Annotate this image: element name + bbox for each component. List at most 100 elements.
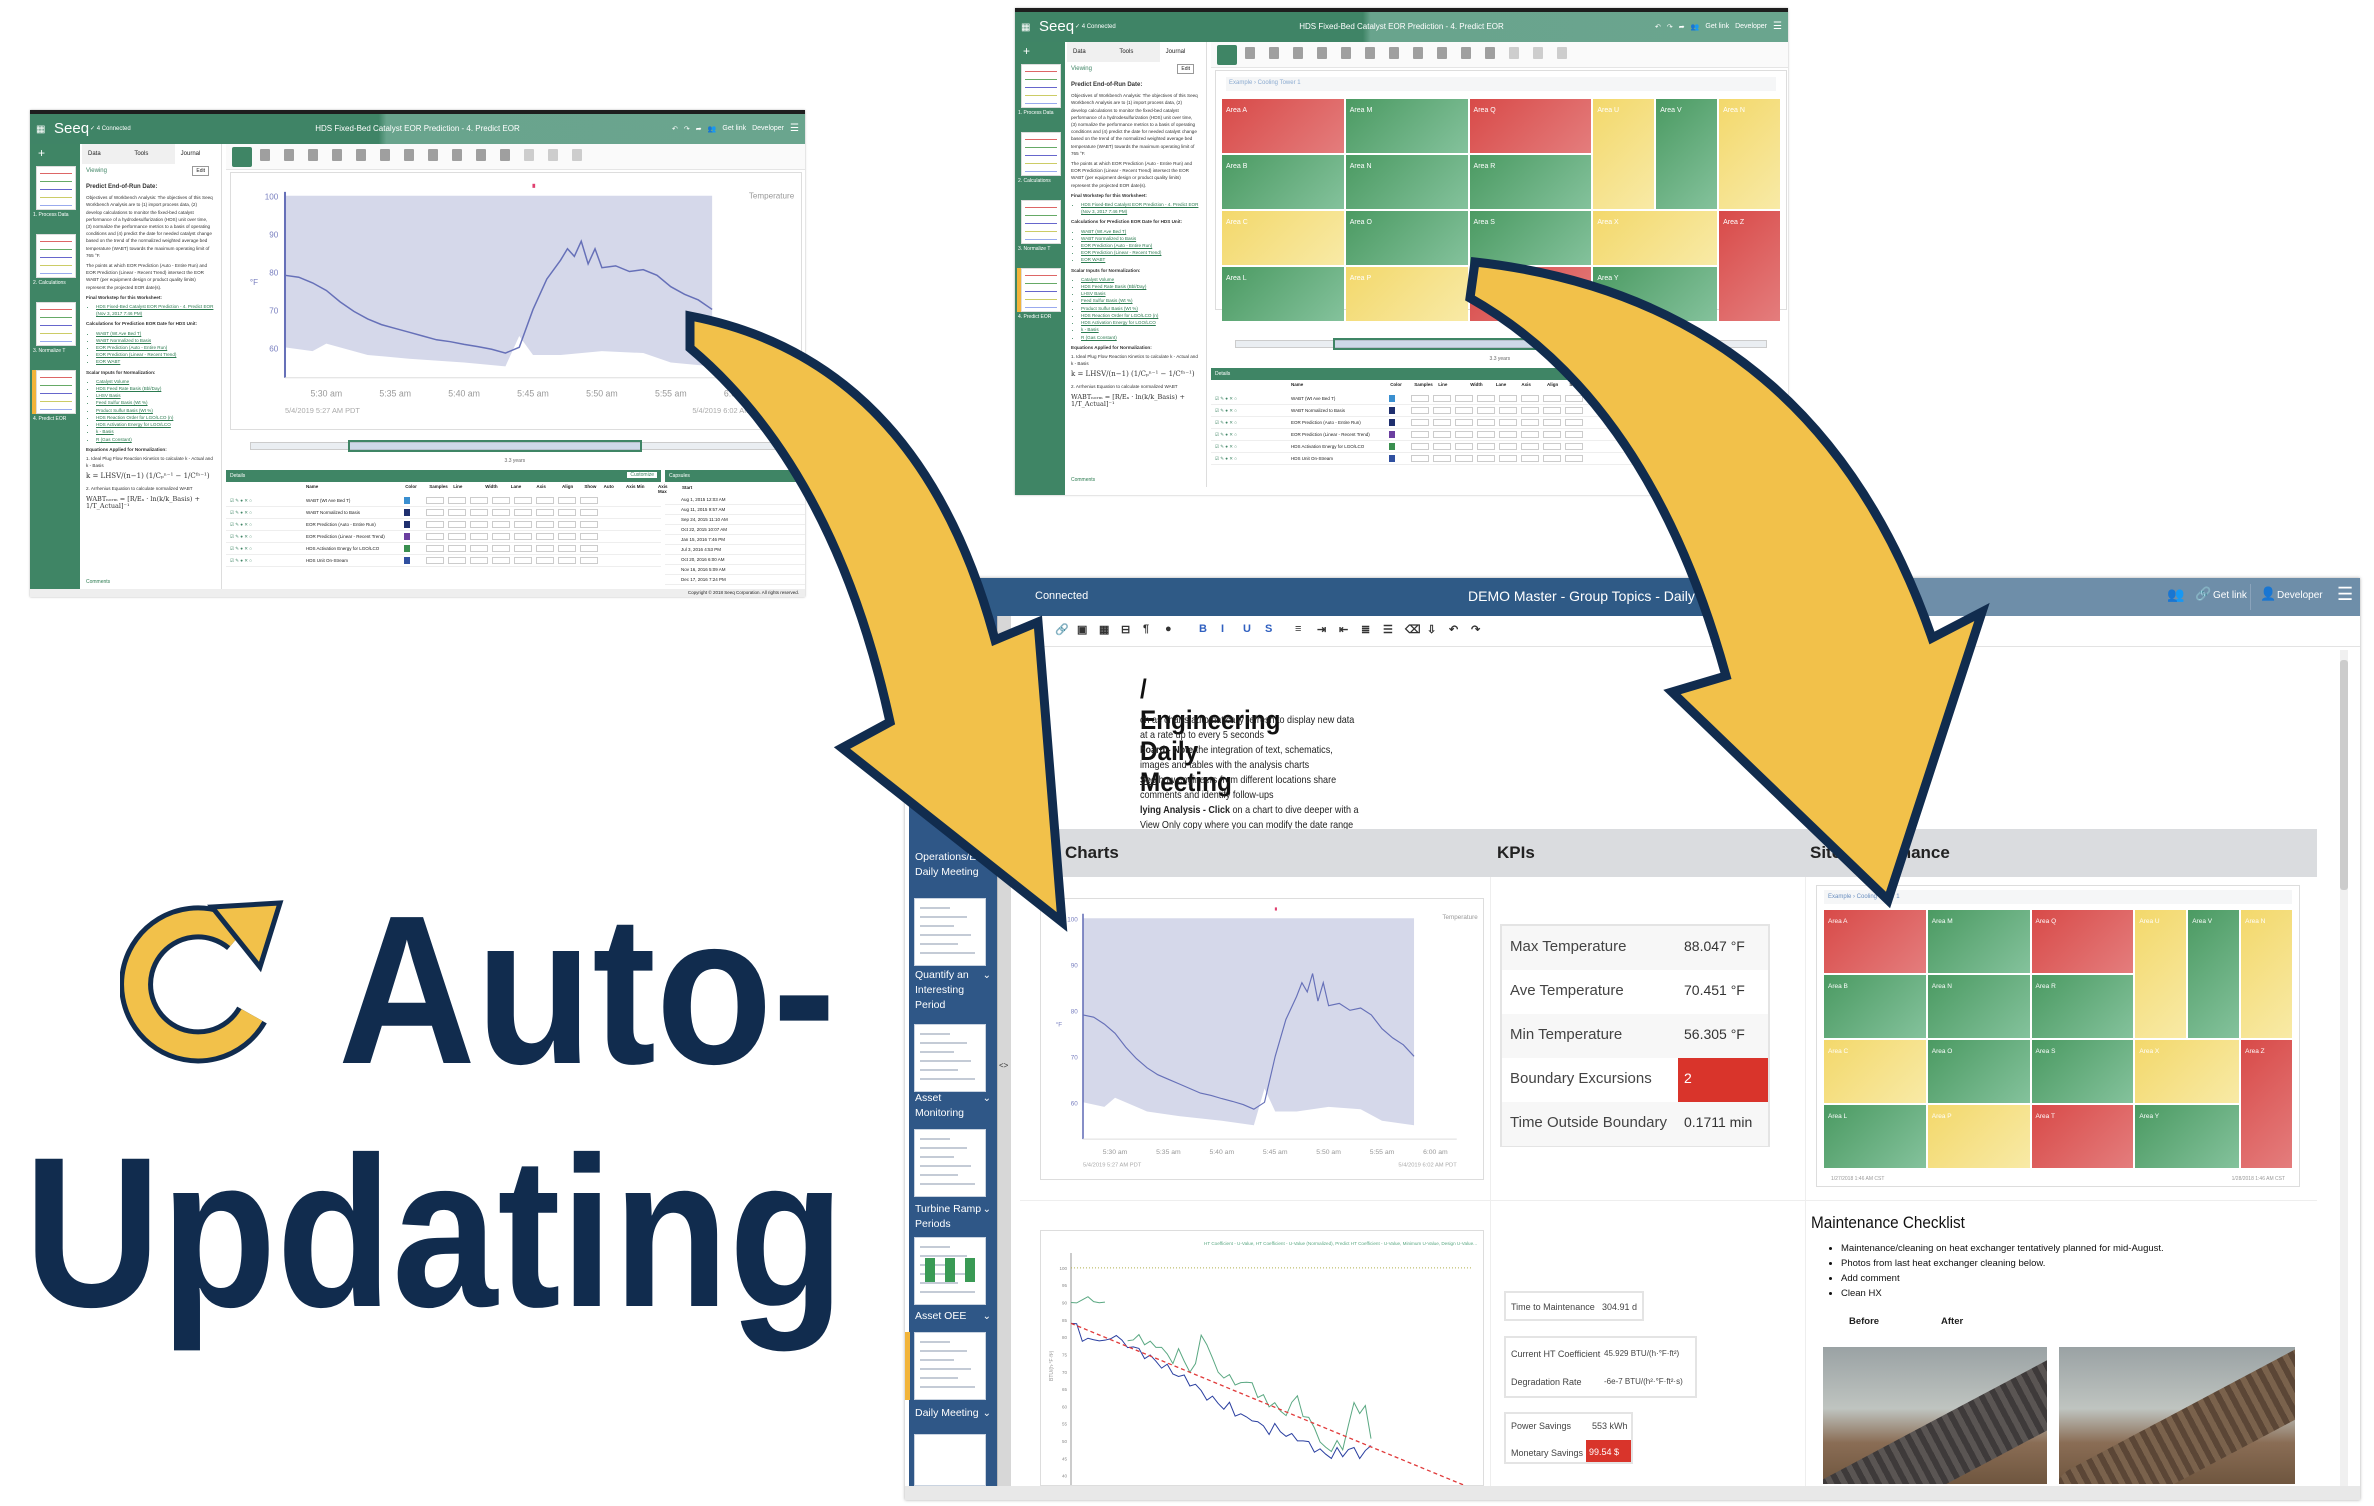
toolbar-tool-icon[interactable] xyxy=(572,149,582,161)
add-worksheet-icon[interactable]: + xyxy=(1023,44,1031,58)
view-selector[interactable] xyxy=(232,147,252,167)
tab-journal[interactable]: Journal xyxy=(174,144,221,164)
row-input[interactable] xyxy=(470,557,488,564)
treemap-tile[interactable]: Area Z xyxy=(1719,211,1780,321)
row-input[interactable] xyxy=(514,545,532,552)
apps-grid-icon[interactable]: ▦ xyxy=(36,124,46,135)
column-header[interactable]: Auto xyxy=(1588,382,1599,387)
row-input[interactable] xyxy=(1565,455,1583,462)
journal-link[interactable]: HDS Fixed-Bed Catalyst EOR Prediction - … xyxy=(96,303,214,317)
row-input[interactable] xyxy=(536,509,554,516)
row-input[interactable] xyxy=(1499,431,1517,438)
row-input[interactable] xyxy=(1433,407,1451,414)
row-input[interactable] xyxy=(1477,395,1495,402)
toolbar-tool-icon[interactable] xyxy=(1509,47,1519,59)
sidebar-splitter[interactable]: <> xyxy=(997,616,1011,1486)
row-input[interactable] xyxy=(1499,443,1517,450)
time-range-selector[interactable]: 3.3 years xyxy=(230,432,802,470)
column-header[interactable]: Width xyxy=(485,484,498,489)
worksheet-thumbnail[interactable] xyxy=(36,166,76,210)
row-input[interactable] xyxy=(1477,443,1495,450)
column-header[interactable]: Show xyxy=(1569,382,1582,387)
journal-link[interactable]: HDS Fixed-Bed Catalyst EOR Prediction - … xyxy=(1081,201,1199,215)
capsule-row[interactable]: Dec 17, 2016 7:24 PM xyxy=(665,575,805,585)
details-row[interactable]: ☑ ✎ ● ✕ ○ EOR Prediction (Auto - Entire R… xyxy=(1211,417,1646,429)
journal-link[interactable]: HDS Activation Energy for LGO/LCO xyxy=(1081,319,1199,326)
row-input[interactable] xyxy=(1455,455,1473,462)
color-swatch[interactable] xyxy=(1389,407,1395,414)
row-input[interactable] xyxy=(1455,431,1473,438)
row-input[interactable] xyxy=(1521,395,1539,402)
row-input[interactable] xyxy=(1521,431,1539,438)
row-input[interactable] xyxy=(514,509,532,516)
sidebar-item[interactable]: Asset Monitoring ⌄ xyxy=(915,1091,993,1121)
row-input[interactable] xyxy=(448,533,466,540)
users-icon[interactable]: 👥 xyxy=(707,125,717,133)
journal-link[interactable]: HDS Activation Energy for LGO/LCO xyxy=(96,421,214,428)
details-row[interactable]: ☑ ✎ ● ✕ ○ WABT (Wt Ave Bed T) xyxy=(226,495,661,507)
journal-link[interactable]: Feed Sulfur Basis (Wt %) xyxy=(96,399,214,406)
row-input[interactable] xyxy=(492,545,510,552)
redo-icon[interactable]: ↷ xyxy=(1471,624,1481,636)
strikethrough-icon[interactable]: S xyxy=(1265,623,1273,635)
treemap-tile[interactable]: Area V xyxy=(1656,99,1718,209)
treemap-tile[interactable]: Area Y xyxy=(2135,1105,2240,1168)
treemap-tile[interactable]: Area C xyxy=(1222,211,1344,265)
column-header[interactable]: Auto xyxy=(603,484,614,489)
table-icon[interactable]: ▦ xyxy=(1099,624,1110,636)
row-input[interactable] xyxy=(1521,443,1539,450)
users-icon[interactable]: 👥 xyxy=(1690,23,1700,31)
view-selector[interactable] xyxy=(1217,45,1237,65)
toolbar-tool-icon[interactable] xyxy=(1341,47,1351,59)
row-input[interactable] xyxy=(580,497,598,504)
row-input[interactable] xyxy=(1455,419,1473,426)
get-link-button[interactable]: Get link xyxy=(722,125,747,132)
row-input[interactable] xyxy=(1455,395,1473,402)
worksheet-label[interactable]: 1. Process Data xyxy=(33,212,69,218)
toolbar-tool-icon[interactable] xyxy=(404,149,414,161)
details-row[interactable]: ☑ ✎ ● ✕ ○ EOR Prediction (Linear - Recent… xyxy=(1211,429,1646,441)
row-input[interactable] xyxy=(470,509,488,516)
row-input[interactable] xyxy=(1433,455,1451,462)
row-input[interactable] xyxy=(580,557,598,564)
user-menu[interactable]: Developer xyxy=(1735,23,1768,30)
toolbar-tool-icon[interactable] xyxy=(356,149,366,161)
row-input[interactable] xyxy=(426,497,444,504)
journal-link[interactable]: R (Gas Constant) xyxy=(96,436,214,443)
color-swatch[interactable] xyxy=(1389,395,1395,402)
column-header[interactable]: Line xyxy=(1438,382,1448,387)
worksheet-label[interactable]: 1. Process Data xyxy=(1018,110,1054,116)
details-row[interactable]: ☑ ✎ ● ✕ ○ WABT Normalized to Basis xyxy=(226,507,661,519)
color-swatch[interactable] xyxy=(1389,455,1395,462)
column-header[interactable]: Name xyxy=(1291,382,1304,387)
treemap-tile[interactable]: Area X xyxy=(1593,211,1718,265)
undo-icon[interactable]: ↶ xyxy=(1655,23,1661,31)
topic-thumbnail[interactable] xyxy=(914,1237,986,1305)
topic-thumbnail[interactable] xyxy=(914,898,986,966)
ordered-list-icon[interactable]: ≣ xyxy=(1361,624,1371,636)
journal-link[interactable]: R (Gas Constant) xyxy=(1081,334,1199,341)
treemap-view[interactable]: Example › Cooling Tower 1 Area A Area M Are… xyxy=(1215,70,1787,321)
row-input[interactable] xyxy=(1477,419,1495,426)
worksheet-label[interactable]: 3. Normalize T xyxy=(1018,246,1051,252)
row-input[interactable] xyxy=(1411,443,1429,450)
treemap-tile[interactable]: Area R xyxy=(2031,975,2134,1038)
topic-thumbnail[interactable] xyxy=(914,1332,986,1400)
color-swatch[interactable] xyxy=(1389,431,1395,438)
tab-tools[interactable]: Tools xyxy=(134,151,149,157)
toolbar-tool-icon[interactable] xyxy=(428,149,438,161)
worksheet-label[interactable]: 4. Predict EOR xyxy=(33,416,67,422)
journal-link[interactable]: k - Basis xyxy=(96,428,214,435)
toolbar-tool-icon[interactable] xyxy=(1317,47,1327,59)
row-input[interactable] xyxy=(558,557,576,564)
row-input[interactable] xyxy=(426,509,444,516)
row-input[interactable] xyxy=(1477,455,1495,462)
worksheet-label[interactable]: 4. Predict EOR xyxy=(1018,314,1052,320)
share-icon[interactable]: ➦ xyxy=(695,125,702,133)
journal-link[interactable]: HDS Reaction Order for LGO/LCO (n) xyxy=(1081,312,1199,319)
journal-link[interactable]: Product Sulfur Basis (Wt %) xyxy=(1081,305,1199,312)
sidebar-item[interactable]: Turbine Ramp Periods ⌄ xyxy=(915,1202,993,1232)
column-header[interactable]: Axis Min xyxy=(626,484,645,489)
row-input[interactable] xyxy=(1411,419,1429,426)
row-input[interactable] xyxy=(1565,443,1583,450)
